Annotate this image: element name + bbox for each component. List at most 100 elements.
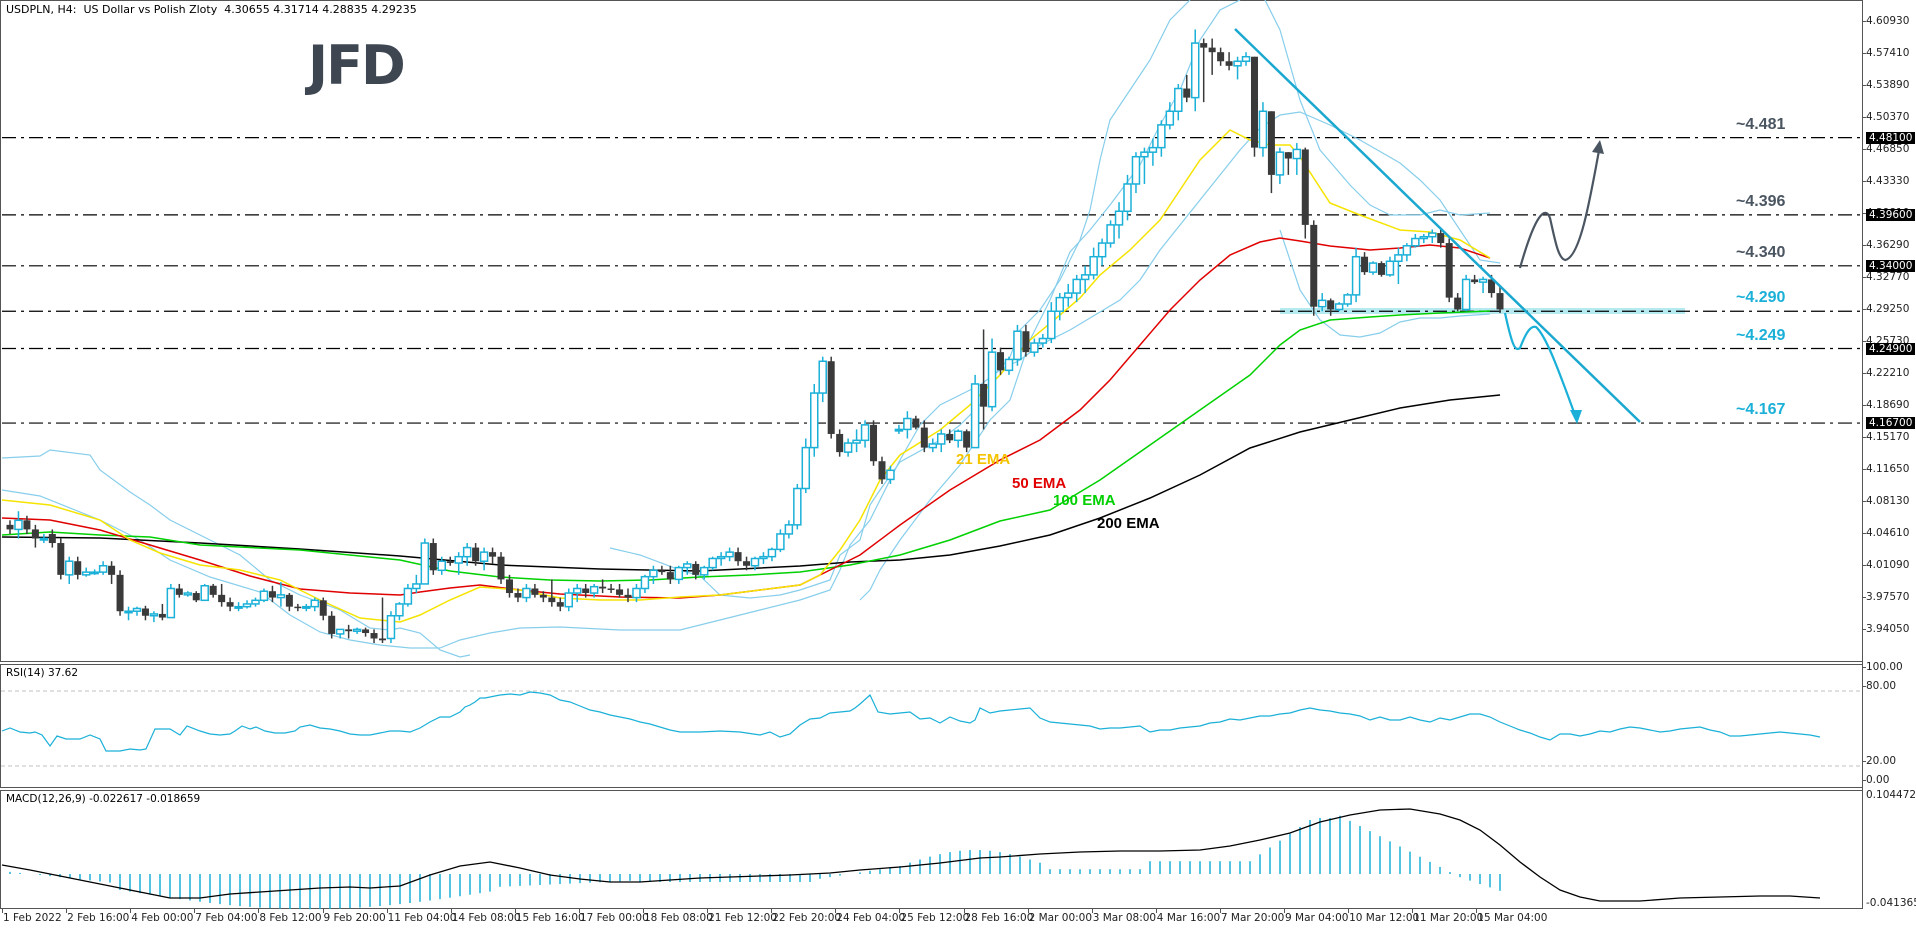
- level-price-badge: 4.39600: [1866, 208, 1916, 221]
- rsi-tick: [1862, 780, 1866, 781]
- candle: [1454, 293, 1462, 312]
- price-tick: [1862, 500, 1866, 502]
- price-tick: [1862, 180, 1866, 182]
- price-tick-label: 4.01090: [1866, 558, 1910, 571]
- price-tick: [1862, 532, 1866, 534]
- candle: [1114, 202, 1124, 239]
- candle: [920, 420, 928, 453]
- time-tick: [707, 908, 709, 913]
- candle: [175, 583, 183, 598]
- candle: [335, 628, 345, 639]
- candle: [1327, 298, 1335, 316]
- price-tick-label: 3.97570: [1866, 590, 1910, 603]
- candle: [674, 565, 684, 584]
- time-label: 2 Feb 16:00: [67, 912, 130, 924]
- rsi-axis-label: 20.00: [1866, 755, 1897, 767]
- candle: [582, 583, 590, 598]
- price-tick-label: 4.08130: [1866, 494, 1910, 507]
- macd-chart[interactable]: [0, 790, 1862, 910]
- candle: [1301, 147, 1309, 239]
- candle: [784, 520, 794, 539]
- candle: [192, 591, 200, 603]
- candle: [1038, 333, 1048, 348]
- ema-21-label: 21 EMA: [956, 451, 1011, 468]
- level-price-badge: 4.34000: [1866, 259, 1916, 272]
- price-tick: [1862, 244, 1866, 246]
- ema-50-label: 50 EMA: [1012, 475, 1067, 492]
- candle: [1063, 283, 1073, 307]
- candle: [472, 543, 480, 566]
- candle: [362, 627, 370, 637]
- rsi-chart[interactable]: [0, 662, 1862, 792]
- time-label: 3 Mar 08:00: [1092, 912, 1157, 924]
- candle: [928, 438, 938, 453]
- time-label: 14 Feb 08:00: [451, 912, 521, 924]
- candle: [370, 629, 378, 644]
- time-label: 10 Mar 12:00: [1349, 912, 1420, 924]
- time-tick: [643, 908, 644, 913]
- candle: [124, 606, 133, 621]
- price-tick: [1862, 564, 1866, 566]
- candle: [708, 556, 717, 571]
- candle: [1310, 220, 1318, 316]
- price-tick: [1862, 404, 1866, 406]
- candle: [166, 583, 176, 619]
- candle: [793, 483, 802, 530]
- price-tick-label: 4.22210: [1866, 366, 1910, 379]
- candle: [1183, 74, 1191, 103]
- time-tick: [194, 908, 196, 913]
- ema-100-line: [1, 310, 1491, 582]
- time-tick: [386, 908, 388, 913]
- candle: [1190, 29, 1200, 112]
- level-label: ~4.249: [1736, 326, 1786, 344]
- time-label: 4 Mar 16:00: [1156, 912, 1221, 924]
- time-tick: [2, 908, 3, 913]
- level-label: ~4.340: [1736, 243, 1786, 261]
- candle: [1411, 233, 1420, 248]
- chart-title: USDPLN, H4: US Dollar vs Polish Zloty 4.…: [6, 3, 417, 16]
- time-label: 2 Mar 00:00: [1028, 912, 1093, 924]
- candle: [725, 547, 734, 562]
- candle: [1394, 247, 1403, 284]
- time-label: 22 Feb 20:00: [772, 912, 842, 924]
- price-tick: [1862, 276, 1866, 278]
- candle: [548, 579, 556, 607]
- level-label: ~4.290: [1736, 289, 1786, 307]
- candle: [226, 597, 234, 612]
- candle: [666, 565, 674, 584]
- candle: [379, 597, 386, 644]
- candle: [1030, 338, 1039, 357]
- candle: [531, 583, 539, 598]
- candle: [1385, 256, 1395, 277]
- price-tick: [1862, 21, 1866, 22]
- candle: [1267, 111, 1275, 194]
- price-tick: [1862, 116, 1866, 118]
- candle: [1089, 247, 1098, 280]
- price-tick: [1862, 340, 1866, 342]
- time-label: 18 Feb 08:00: [644, 912, 713, 924]
- candle: [1157, 120, 1166, 157]
- time-tick: [1027, 908, 1029, 913]
- candle: [1284, 152, 1292, 175]
- candle: [912, 415, 920, 430]
- candle: [310, 597, 320, 612]
- candle: [683, 561, 692, 575]
- candle: [716, 552, 726, 566]
- candle: [963, 429, 971, 453]
- bearish-arrowhead: [1570, 410, 1582, 424]
- candle: [767, 547, 777, 562]
- candle: [1343, 293, 1352, 307]
- time-label: 15 Feb 16:00: [515, 912, 585, 924]
- description: US Dollar vs Polish Zloty: [83, 3, 218, 16]
- time-label: 9 Mar 04:00: [1285, 912, 1349, 924]
- price-chart[interactable]: [0, 0, 1862, 661]
- candle: [1022, 324, 1030, 357]
- candle: [412, 574, 421, 594]
- candle: [437, 556, 447, 575]
- level-label: ~4.481: [1736, 115, 1786, 133]
- candle: [403, 583, 413, 607]
- candle: [1055, 293, 1065, 321]
- level-label: ~4.167: [1736, 401, 1786, 419]
- time-tick: [1219, 908, 1221, 913]
- candle: [886, 465, 895, 484]
